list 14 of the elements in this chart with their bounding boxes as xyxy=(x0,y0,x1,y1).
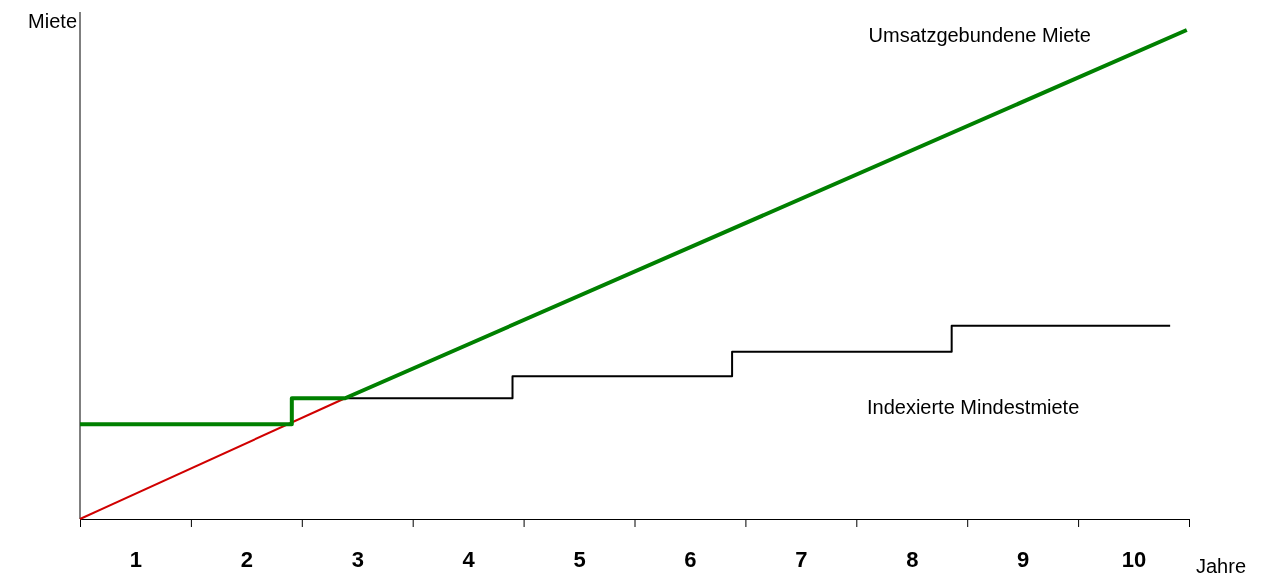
x-tick-label: 4 xyxy=(462,546,476,572)
x-tick-label: 9 xyxy=(1017,546,1030,572)
text: Indexierte Mindestmiete xyxy=(866,395,1080,418)
y-axis-title: Miete xyxy=(28,10,77,32)
x-tick-label: 2 xyxy=(240,546,253,572)
x-tick-label: 6 xyxy=(684,546,697,572)
x-axis-title: Jahre xyxy=(1196,555,1247,577)
x-tick-label: 5 xyxy=(573,546,586,572)
x-tick-label: 3 xyxy=(351,546,364,572)
x-tick-label: 8 xyxy=(906,546,919,572)
x-tick-label: 1 xyxy=(129,546,143,572)
series-label: Umsatzgebundene Miete xyxy=(868,24,1091,46)
x-tick-label: 10 xyxy=(1121,546,1147,572)
x-tick-label: 7 xyxy=(795,546,808,572)
